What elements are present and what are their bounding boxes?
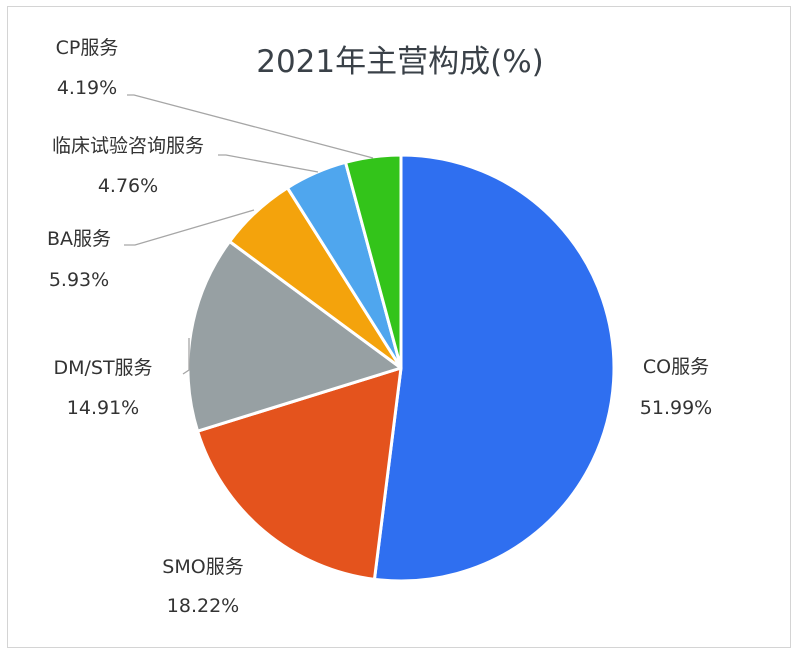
pie-slice-dm-st [186, 240, 403, 433]
slice-value-cp: 4.19% [57, 77, 117, 99]
leader-line-consulting [218, 154, 319, 173]
slice-label-smo: SMO服务 [162, 556, 243, 578]
slice-label-co: CO服务 [643, 356, 709, 378]
leader-line-cp [127, 94, 374, 159]
slice-value-ba: 5.93% [49, 269, 109, 291]
chart-title: 2021年主营构成(%) [256, 44, 544, 80]
slice-value-consulting: 4.76% [98, 175, 158, 197]
slice-label-consulting: 临床试验咨询服务 [52, 135, 204, 157]
leader-line-dm-st [182, 338, 190, 375]
slice-value-dm-st: 14.91% [67, 397, 139, 419]
pie-slice-co [372, 153, 616, 583]
leader-line-ba [124, 209, 255, 246]
pie-slices [186, 153, 616, 583]
pie-slice-smo [196, 366, 403, 581]
slice-label-dm-st: DM/ST服务 [53, 357, 152, 379]
slice-value-co: 51.99% [640, 397, 712, 419]
slice-value-smo: 18.22% [167, 595, 239, 617]
slice-label-ba: BA服务 [47, 228, 111, 250]
slice-labels: CO服务 51.99% SMO服务 18.22% DM/ST服务 14.91% BA服务 5.… [47, 37, 712, 617]
pie-slice-cp [344, 153, 403, 370]
slice-label-cp: CP服务 [56, 37, 119, 59]
leader-lines [124, 94, 374, 375]
